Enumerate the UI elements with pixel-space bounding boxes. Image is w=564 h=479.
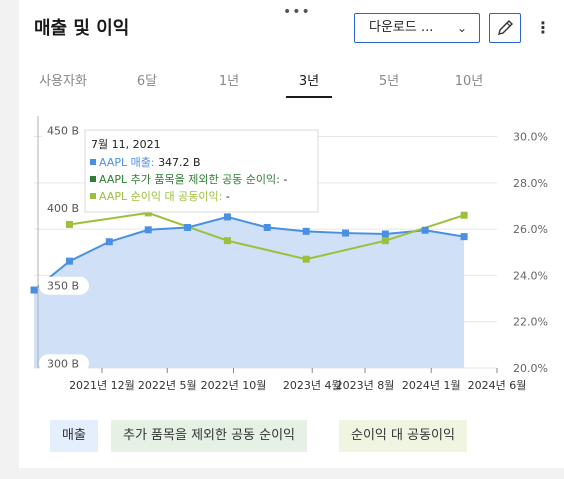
widget-title: 매출 및 이익 <box>34 18 130 39</box>
y-right-tick-label: 22.0% <box>513 316 548 329</box>
y-left-tick-pill <box>39 354 89 373</box>
legend-comprehensive-income[interactable]: 추가 품목을 제외한 공동 순이익 <box>111 420 308 452</box>
revenue-point[interactable] <box>184 223 192 231</box>
tooltip-box <box>84 129 319 213</box>
net-income-ratio-point[interactable] <box>223 237 231 245</box>
revenue-area <box>34 216 465 368</box>
tab-10y[interactable]: 10년 <box>454 74 484 89</box>
tooltip-series-marker <box>90 193 96 199</box>
y-left-tick-label: 300 B <box>47 357 79 370</box>
tooltip-series-value: - <box>283 173 287 186</box>
tab-3y[interactable]: 3년 <box>298 74 320 89</box>
tooltip-row: AAPL 매출: 347.2 B <box>99 156 201 169</box>
revenue-earnings-chart[interactable]: 20.0%22.0%24.0%26.0%28.0%30.0%2021년 12월 2… <box>19 110 564 400</box>
tooltip-series-value: 347.2 B <box>158 156 201 169</box>
x-tick-label: 2023년 8월 <box>336 379 395 392</box>
y-left-tick-pill <box>39 199 89 218</box>
y-left-tick-pill <box>39 276 89 295</box>
tooltip-series-label: AAPL 추가 품목을 제외한 공동 순이익: <box>99 173 283 186</box>
x-tick-label: 2022년 10월 <box>201 379 267 392</box>
more-options-icon[interactable]: ⋮ <box>535 18 551 37</box>
tooltip-series-value: - <box>226 190 230 203</box>
y-left-tick-label: 350 B <box>47 280 79 293</box>
y-left-tick-label: 450 B <box>47 124 79 137</box>
revenue-point[interactable] <box>105 238 113 246</box>
chevron-down-icon: ⌄ <box>456 21 467 35</box>
revenue-point[interactable] <box>223 213 231 221</box>
revenue-point[interactable] <box>65 257 73 265</box>
tooltip-series-marker <box>90 159 96 165</box>
y-right-tick-label: 30.0% <box>513 131 548 144</box>
legend-net-income-ratio[interactable]: 순이익 대 공동이익 <box>339 420 467 452</box>
y-left-tick-pill <box>39 121 89 140</box>
download-dropdown[interactable]: 다운로드 ... ⌄ <box>354 13 480 43</box>
revenue-line <box>33 215 465 291</box>
revenue-point[interactable] <box>30 286 38 294</box>
tooltip-series-marker <box>90 176 96 182</box>
net-income-ratio-point[interactable] <box>460 211 468 219</box>
revenue-point[interactable] <box>460 233 468 241</box>
y-right-tick-label: 20.0% <box>513 362 548 375</box>
tooltip-row: AAPL 추가 품목을 제외한 공동 순이익: - <box>99 173 287 186</box>
active-tab-indicator <box>286 96 332 98</box>
y-left-tick-label: 400 B <box>47 202 79 215</box>
tab-6m[interactable]: 6달 <box>136 74 158 89</box>
net-income-ratio-point[interactable] <box>65 220 73 228</box>
x-tick-label: 2024년 6월 <box>468 379 527 392</box>
edit-button[interactable] <box>489 13 521 43</box>
x-tick-label: 2024년 1월 <box>402 379 461 392</box>
x-tick-label: 2023년 4월 <box>283 379 342 392</box>
revenue-point[interactable] <box>302 227 310 235</box>
revenue-point[interactable] <box>421 226 429 234</box>
x-tick-label: 2022년 5월 <box>138 379 197 392</box>
net-income-ratio-point[interactable] <box>302 255 310 263</box>
x-tick-label: 2021년 12월 <box>69 379 135 392</box>
tab-1y[interactable]: 1년 <box>218 74 240 89</box>
tab-5y[interactable]: 5년 <box>378 74 400 89</box>
tooltip-series-label: AAPL 순이익 대 공동이익: <box>99 190 226 203</box>
net-income-ratio-line <box>69 211 465 261</box>
tab-custom[interactable]: 사용자화 <box>39 74 87 89</box>
revenue-point[interactable] <box>263 223 271 231</box>
tooltip-series-label: AAPL 매출: <box>99 156 158 169</box>
revenue-point[interactable] <box>381 230 389 238</box>
revenue-earnings-card: 매출 및 이익 ••• 다운로드 ... ⌄ ⋮ 사용자화 6달 1년 3년 5… <box>19 0 564 468</box>
revenue-point[interactable] <box>144 226 152 234</box>
y-right-tick-label: 28.0% <box>513 177 548 190</box>
drag-handle-icon[interactable]: ••• <box>283 4 311 20</box>
tooltip-date: 7월 11, 2021 <box>91 138 161 151</box>
revenue-point[interactable] <box>342 229 350 237</box>
legend-revenue[interactable]: 매출 <box>50 420 98 452</box>
download-label: 다운로드 ... <box>369 20 434 35</box>
y-right-tick-label: 26.0% <box>513 223 548 236</box>
net-income-ratio-point[interactable] <box>381 237 389 245</box>
pencil-icon <box>498 20 513 35</box>
y-right-tick-label: 24.0% <box>513 269 548 282</box>
net-income-ratio-point[interactable] <box>144 209 152 217</box>
tooltip-row: AAPL 순이익 대 공동이익: - <box>99 190 230 203</box>
